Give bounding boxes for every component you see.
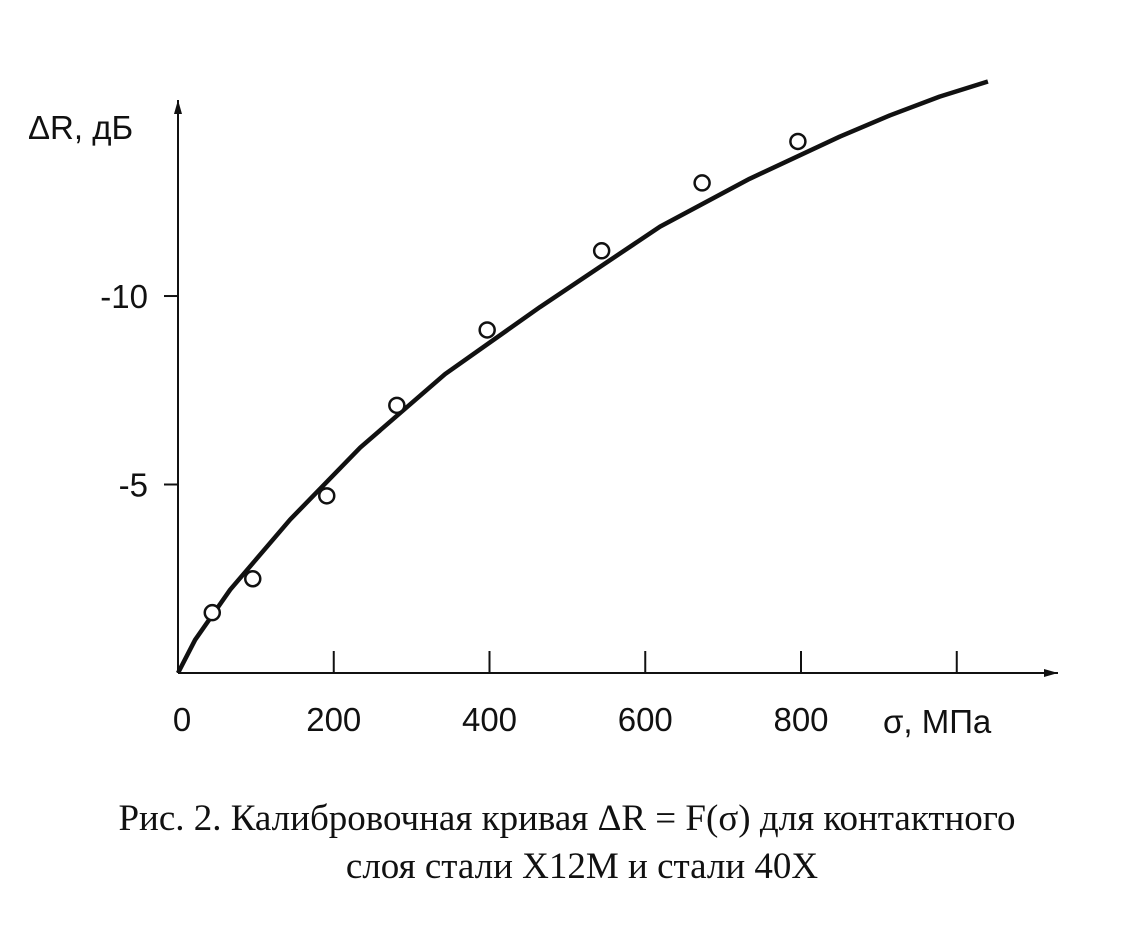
x-tick-label: 200	[306, 701, 361, 738]
x-tick-label: 600	[618, 701, 673, 738]
data-point	[592, 242, 611, 260]
data-point	[388, 396, 406, 415]
data-point	[478, 321, 496, 339]
data-point	[693, 174, 711, 192]
caption-line: Рис. 2. Калибровочная кривая ΔR = F(σ) д…	[118, 798, 1015, 839]
data-point	[203, 603, 222, 622]
x-tick-label: 0	[173, 701, 191, 738]
fit-curve	[176, 79, 989, 675]
data-point	[317, 487, 336, 505]
y-axis-label: ΔR, дБ	[28, 109, 133, 146]
data-point	[244, 570, 262, 588]
caption-line: слоя стали Х12М и стали 40Х	[346, 846, 818, 887]
x-tick-label: 800	[773, 701, 828, 738]
x-axis-arrow	[1044, 669, 1058, 677]
y-axis-arrow	[174, 100, 182, 114]
x-tick-label: 400	[462, 701, 517, 738]
y-tick-label: -5	[119, 467, 148, 504]
y-tick-label: -10	[100, 278, 148, 315]
x-axis-label: σ, МПа	[883, 703, 992, 740]
data-point	[789, 132, 807, 151]
